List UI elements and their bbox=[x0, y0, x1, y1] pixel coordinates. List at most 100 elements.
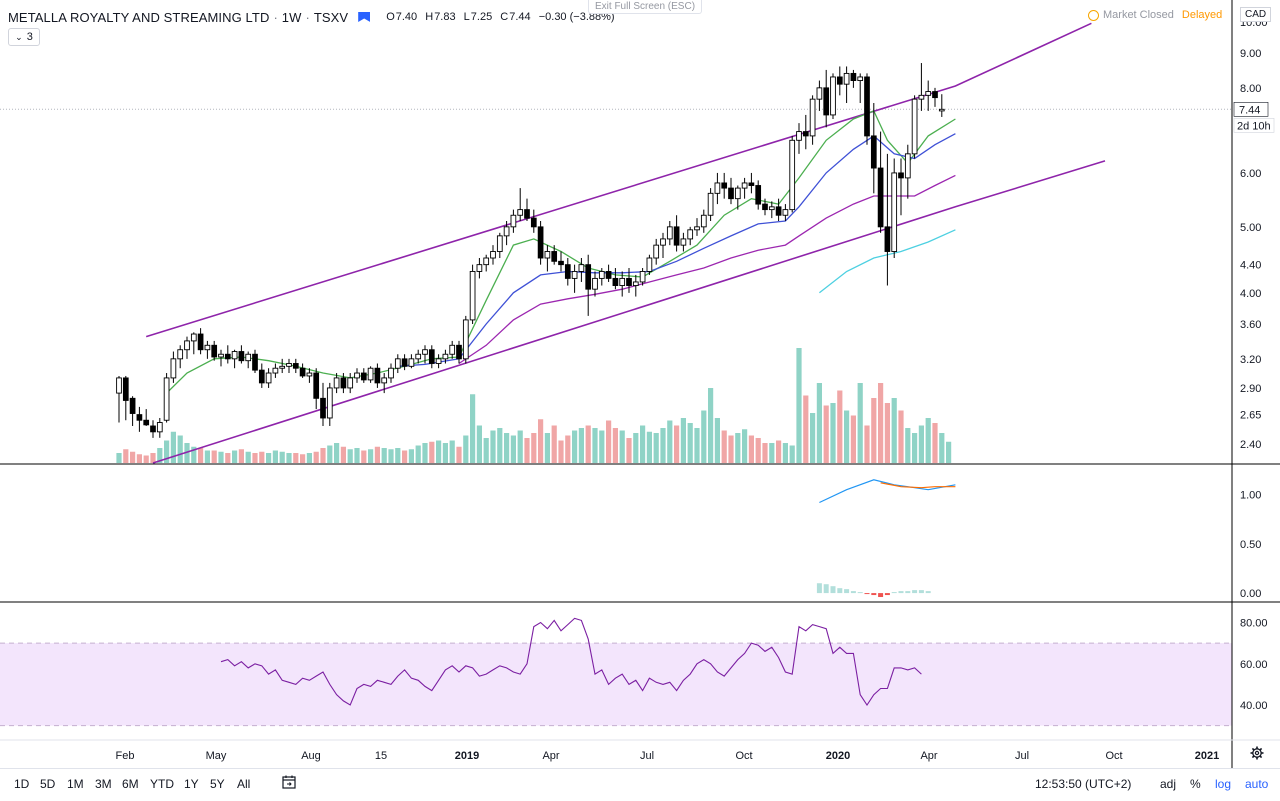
interval-label[interactable]: 1W bbox=[281, 9, 302, 25]
candle bbox=[911, 95, 918, 159]
time-tick-label: 2021 bbox=[1195, 750, 1219, 762]
gear-icon[interactable] bbox=[1250, 746, 1264, 760]
channel-upper-line bbox=[145, 22, 1092, 338]
volume-bar bbox=[776, 440, 782, 463]
symbol-header: METALLA ROYALTY AND STREAMING LTD · 1W ·… bbox=[8, 8, 615, 26]
calendar-goto-icon[interactable] bbox=[282, 775, 296, 789]
candle-body bbox=[918, 94, 925, 100]
candle bbox=[184, 336, 190, 359]
range-button-1y[interactable]: 1Y bbox=[184, 777, 199, 791]
candle bbox=[388, 363, 394, 383]
range-button-5d[interactable]: 5D bbox=[40, 777, 56, 791]
candle-body bbox=[347, 377, 354, 389]
range-button-6m[interactable]: 6M bbox=[122, 777, 139, 791]
candle bbox=[136, 406, 143, 432]
candle-body bbox=[598, 271, 605, 279]
candle bbox=[796, 123, 802, 154]
candle bbox=[340, 373, 347, 394]
volume-bar bbox=[939, 433, 945, 463]
candle-body bbox=[306, 372, 313, 377]
macd-tick-label: 1.00 bbox=[1240, 490, 1261, 502]
volume-bar bbox=[334, 443, 340, 463]
volume-bar bbox=[442, 443, 448, 463]
countdown-label: 2d 10h bbox=[1237, 120, 1271, 132]
candle-body bbox=[898, 172, 904, 179]
candle bbox=[843, 66, 850, 104]
candle-body bbox=[802, 131, 809, 137]
range-button-all[interactable]: All bbox=[237, 777, 251, 791]
candle bbox=[170, 351, 177, 383]
volume-bar bbox=[116, 453, 122, 463]
candle bbox=[279, 358, 286, 374]
range-button-5y[interactable]: 5Y bbox=[210, 777, 225, 791]
candle bbox=[870, 103, 877, 194]
rsi-band bbox=[0, 642, 1232, 727]
price-tick-label: 2.40 bbox=[1240, 439, 1261, 451]
volume-bar bbox=[585, 425, 591, 463]
volume-bar bbox=[388, 449, 394, 463]
volume-bar bbox=[701, 410, 707, 463]
candle-body bbox=[156, 422, 163, 433]
time-tick-label: 15 bbox=[375, 750, 387, 762]
percent-toggle[interactable]: % bbox=[1190, 777, 1201, 791]
volume-bar bbox=[558, 440, 564, 463]
candle-body bbox=[877, 167, 884, 228]
range-button-1d[interactable]: 1D bbox=[14, 777, 30, 791]
volume-bar bbox=[272, 450, 278, 463]
candle-body bbox=[843, 72, 850, 85]
exit-fullscreen-button[interactable]: Exit Full Screen (ESC) bbox=[588, 0, 703, 14]
clock-timezone[interactable]: 12:53:50 (UTC+2) bbox=[1035, 777, 1132, 791]
candle-body bbox=[775, 206, 782, 216]
candle-body bbox=[870, 135, 877, 169]
volume-bar bbox=[470, 394, 476, 463]
price-tick-label: 4.00 bbox=[1240, 288, 1261, 300]
candle-body bbox=[469, 271, 476, 321]
candle bbox=[544, 245, 551, 272]
ohlc-values: O7.40 H7.83 L7.25 C7.44 −0.30 (−3.88%) bbox=[386, 11, 614, 23]
candle bbox=[646, 254, 653, 275]
volume-bar bbox=[864, 425, 870, 463]
candle-body bbox=[503, 226, 510, 237]
volume-bar bbox=[170, 431, 176, 463]
rsi-indicator bbox=[220, 617, 922, 706]
symbol-name[interactable]: METALLA ROYALTY AND STREAMING LTD bbox=[8, 9, 270, 25]
bookmark-flag-icon[interactable] bbox=[358, 12, 371, 22]
volume-bar bbox=[150, 453, 156, 463]
volume-bar bbox=[436, 440, 442, 463]
volume-bar bbox=[483, 438, 489, 463]
candle bbox=[469, 264, 476, 325]
candle-body bbox=[741, 182, 748, 189]
candle bbox=[653, 238, 660, 265]
range-button-1m[interactable]: 1M bbox=[67, 777, 84, 791]
price-tick-label: 5.00 bbox=[1240, 222, 1261, 234]
high-value: 7.83 bbox=[434, 11, 456, 23]
rsi-band-fill bbox=[0, 643, 1232, 726]
candlesticks[interactable] bbox=[116, 63, 945, 438]
log-toggle[interactable]: log bbox=[1215, 777, 1232, 791]
candle bbox=[605, 264, 612, 282]
candle bbox=[156, 417, 163, 438]
range-button-ytd[interactable]: YTD bbox=[150, 777, 174, 791]
price-tick-label: 8.00 bbox=[1240, 83, 1261, 95]
volume-bar bbox=[252, 453, 258, 463]
candle-body bbox=[762, 203, 768, 211]
trend-channel[interactable] bbox=[145, 22, 1106, 464]
volume-bar bbox=[844, 410, 850, 463]
auto-toggle[interactable]: auto bbox=[1245, 777, 1269, 791]
candle-body bbox=[313, 372, 320, 399]
adj-toggle[interactable]: adj bbox=[1160, 777, 1177, 791]
candle bbox=[510, 209, 517, 233]
volume-bar bbox=[878, 383, 884, 463]
macd-histogram-bar bbox=[864, 593, 870, 595]
range-button-3m[interactable]: 3M bbox=[95, 777, 112, 791]
candle-body bbox=[891, 172, 898, 252]
time-axis[interactable]: Feb May Aug 15 2019 Apr Jul Oct 2020 Apr Jul Oct 202… bbox=[116, 750, 1220, 762]
currency-label[interactable]: CAD bbox=[1240, 7, 1272, 22]
studies-toggle-button[interactable]: ⌄ 3 bbox=[8, 28, 40, 46]
candle bbox=[660, 232, 666, 259]
candle bbox=[687, 226, 694, 246]
candle-body bbox=[388, 367, 394, 379]
candle bbox=[265, 368, 272, 388]
